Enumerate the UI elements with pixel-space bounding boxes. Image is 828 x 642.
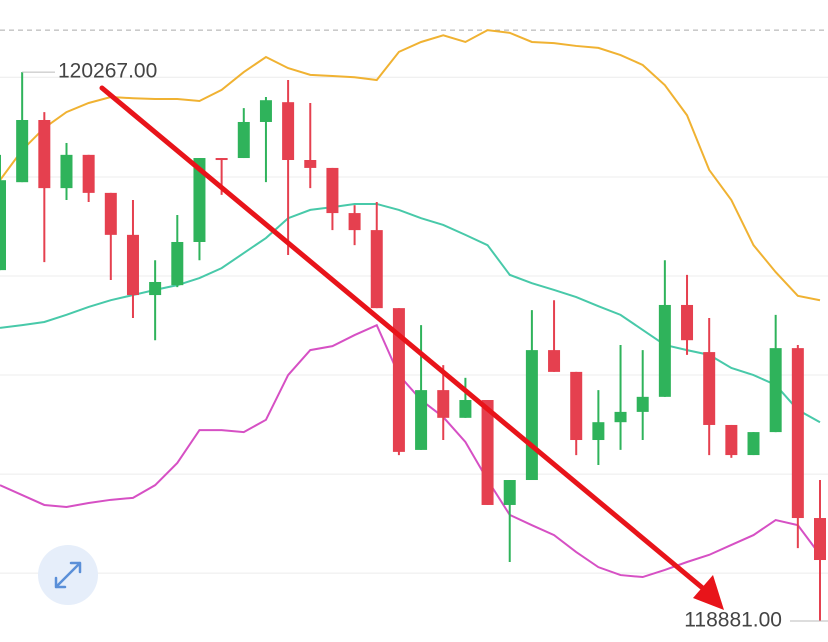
candle-body: [415, 390, 428, 450]
candle-body: [16, 120, 29, 183]
candle-body: [703, 352, 716, 425]
candle-body: [60, 154, 73, 189]
candle-body: [370, 230, 383, 309]
band-line: [0, 323, 821, 579]
candle-body: [282, 102, 295, 161]
candle-body: [0, 180, 6, 271]
candle-body: [791, 348, 804, 519]
candle-body: [658, 304, 671, 397]
candle-body: [237, 121, 250, 159]
candle-body: [259, 100, 272, 122]
candle-body: [548, 350, 561, 372]
price-label: 120267.00: [58, 60, 157, 83]
candle-body: [82, 154, 95, 193]
candle-body: [149, 281, 162, 296]
candle-body: [193, 158, 206, 242]
candle-body: [437, 390, 450, 418]
candle-body: [104, 192, 117, 235]
candle-body: [570, 371, 583, 441]
trend-arrow: [99, 85, 724, 610]
candle-body: [215, 158, 228, 161]
candle-body: [392, 308, 405, 452]
candle-body: [814, 518, 826, 561]
candle-body: [503, 480, 516, 505]
candle-body: [326, 167, 339, 214]
candle-body: [747, 432, 760, 456]
band-line: [0, 29, 821, 302]
candle-body: [769, 348, 782, 433]
candle-body: [38, 120, 51, 189]
candle-body: [348, 213, 361, 231]
candle-body: [614, 411, 627, 423]
expand-button[interactable]: [38, 545, 98, 605]
candle-body: [304, 160, 317, 168]
candle-body: [636, 396, 649, 412]
candle-body: [725, 424, 738, 456]
price-label: 118881.00: [684, 609, 782, 632]
candle-body: [481, 400, 494, 505]
candle-body: [171, 241, 184, 286]
candle-body: [592, 422, 605, 441]
candle-body: [459, 400, 472, 418]
candle-body: [525, 350, 538, 481]
band-line: [0, 202, 821, 424]
candle-body: [681, 304, 694, 341]
candle-body: [126, 234, 139, 296]
